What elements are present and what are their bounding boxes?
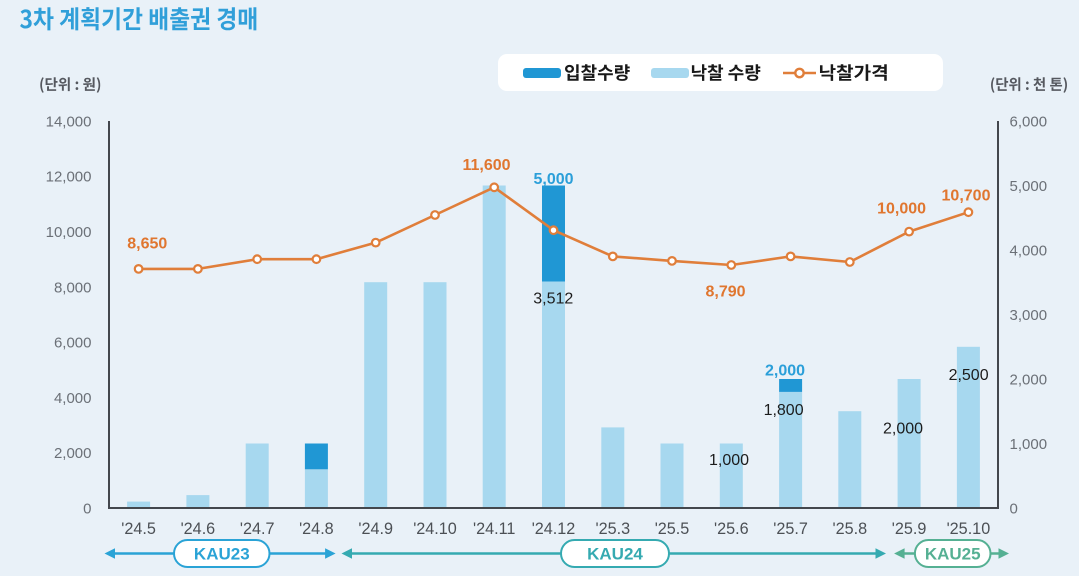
svg-text:4,000: 4,000	[1010, 242, 1048, 259]
svg-text:5,000: 5,000	[533, 171, 573, 188]
svg-text:'25.8: '25.8	[832, 520, 867, 538]
svg-text:12,000: 12,000	[46, 169, 92, 186]
svg-text:'25.10: '25.10	[947, 520, 991, 538]
svg-text:'25.5: '25.5	[655, 520, 690, 538]
svg-text:'25.3: '25.3	[595, 520, 630, 538]
svg-text:0: 0	[1010, 500, 1018, 517]
svg-text:11,600: 11,600	[462, 157, 510, 174]
svg-text:6,000: 6,000	[54, 335, 92, 352]
svg-text:'24.10: '24.10	[413, 520, 457, 538]
svg-text:1,800: 1,800	[764, 402, 804, 419]
svg-text:'24.5: '24.5	[121, 520, 156, 538]
svg-text:'24.7: '24.7	[240, 520, 275, 538]
svg-text:0: 0	[83, 500, 91, 517]
svg-text:'24.6: '24.6	[181, 520, 216, 538]
svg-text:5,000: 5,000	[1010, 178, 1048, 195]
svg-text:2,000: 2,000	[883, 421, 923, 438]
svg-text:10,000: 10,000	[877, 201, 926, 218]
svg-text:3,512: 3,512	[533, 291, 573, 308]
svg-text:2,000: 2,000	[54, 445, 92, 462]
svg-text:'24.9: '24.9	[358, 520, 393, 538]
svg-text:2,000: 2,000	[765, 363, 805, 380]
svg-text:'25.7: '25.7	[773, 520, 808, 538]
svg-text:8,000: 8,000	[54, 279, 92, 296]
svg-text:'24.11: '24.11	[473, 520, 515, 538]
svg-text:1,000: 1,000	[709, 452, 749, 469]
svg-text:KAU25: KAU25	[925, 544, 981, 563]
svg-text:'24.12: '24.12	[532, 520, 576, 538]
svg-text:10,700: 10,700	[942, 188, 991, 205]
svg-text:1,000: 1,000	[1010, 436, 1048, 453]
svg-text:3,000: 3,000	[1010, 307, 1048, 324]
svg-text:10,000: 10,000	[46, 224, 92, 241]
svg-text:2,000: 2,000	[1010, 371, 1048, 388]
svg-text:8,790: 8,790	[705, 284, 745, 301]
svg-text:'25.6: '25.6	[714, 520, 749, 538]
svg-text:KAU24: KAU24	[587, 544, 643, 563]
svg-text:14,000: 14,000	[46, 113, 92, 130]
svg-text:6,000: 6,000	[1010, 113, 1048, 130]
svg-text:8,650: 8,650	[127, 236, 167, 253]
svg-text:KAU23: KAU23	[194, 544, 250, 563]
svg-text:2,500: 2,500	[949, 367, 989, 384]
svg-text:'24.8: '24.8	[299, 520, 334, 538]
svg-text:'25.9: '25.9	[892, 520, 927, 538]
svg-text:4,000: 4,000	[54, 390, 92, 407]
